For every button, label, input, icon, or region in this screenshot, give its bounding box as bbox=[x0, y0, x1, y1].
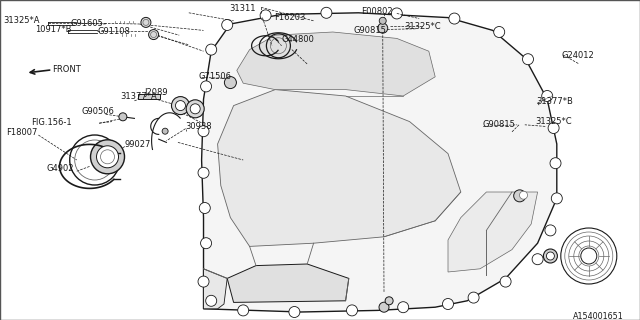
Circle shape bbox=[186, 100, 204, 118]
Circle shape bbox=[449, 13, 460, 24]
Circle shape bbox=[198, 126, 209, 137]
Circle shape bbox=[119, 113, 127, 121]
Circle shape bbox=[346, 305, 358, 316]
Circle shape bbox=[548, 123, 559, 133]
Polygon shape bbox=[448, 192, 538, 272]
Circle shape bbox=[162, 128, 168, 134]
Circle shape bbox=[198, 276, 209, 287]
Circle shape bbox=[545, 225, 556, 236]
Polygon shape bbox=[204, 269, 227, 309]
Circle shape bbox=[225, 76, 236, 89]
Polygon shape bbox=[138, 94, 160, 99]
Circle shape bbox=[221, 20, 233, 30]
Circle shape bbox=[397, 302, 409, 313]
Circle shape bbox=[541, 91, 553, 101]
Circle shape bbox=[141, 17, 151, 28]
Circle shape bbox=[90, 140, 125, 174]
Text: 10917*B: 10917*B bbox=[35, 25, 72, 34]
Text: 31325*C: 31325*C bbox=[404, 22, 441, 31]
Text: F16203: F16203 bbox=[274, 13, 305, 22]
Circle shape bbox=[391, 8, 403, 19]
Circle shape bbox=[198, 167, 209, 178]
Circle shape bbox=[200, 238, 212, 249]
Circle shape bbox=[379, 302, 389, 312]
Text: E00802: E00802 bbox=[362, 7, 393, 16]
Text: G90815: G90815 bbox=[483, 120, 515, 129]
Polygon shape bbox=[227, 264, 349, 302]
Text: F18007: F18007 bbox=[6, 128, 38, 137]
Circle shape bbox=[385, 297, 393, 305]
Circle shape bbox=[175, 100, 186, 111]
Circle shape bbox=[199, 203, 211, 213]
Text: 31311: 31311 bbox=[229, 4, 255, 13]
Text: 99027: 99027 bbox=[125, 140, 151, 149]
Circle shape bbox=[514, 190, 525, 202]
Circle shape bbox=[550, 158, 561, 169]
Circle shape bbox=[551, 193, 563, 204]
Circle shape bbox=[190, 104, 200, 114]
Text: G90506: G90506 bbox=[82, 108, 115, 116]
Circle shape bbox=[442, 299, 454, 309]
Text: G91108: G91108 bbox=[98, 28, 131, 36]
Circle shape bbox=[200, 81, 212, 92]
Circle shape bbox=[172, 97, 189, 115]
Circle shape bbox=[321, 7, 332, 18]
Circle shape bbox=[500, 276, 511, 287]
Circle shape bbox=[205, 295, 217, 306]
Circle shape bbox=[380, 17, 386, 24]
Text: 31377*B: 31377*B bbox=[536, 97, 573, 106]
Circle shape bbox=[237, 305, 249, 316]
Circle shape bbox=[522, 54, 534, 65]
Text: 31325*C: 31325*C bbox=[535, 117, 572, 126]
Circle shape bbox=[520, 191, 527, 199]
Circle shape bbox=[532, 254, 543, 265]
Text: G4902: G4902 bbox=[46, 164, 74, 173]
Polygon shape bbox=[218, 90, 461, 246]
Circle shape bbox=[289, 307, 300, 317]
Text: A154001651: A154001651 bbox=[573, 312, 624, 320]
Circle shape bbox=[97, 146, 118, 168]
Circle shape bbox=[260, 10, 271, 21]
Text: G44800: G44800 bbox=[282, 35, 314, 44]
Text: G71506: G71506 bbox=[198, 72, 232, 81]
Text: J2089: J2089 bbox=[144, 88, 168, 97]
Text: G91605: G91605 bbox=[70, 19, 103, 28]
Text: FRONT: FRONT bbox=[52, 65, 81, 74]
Circle shape bbox=[547, 252, 554, 260]
Text: G90815: G90815 bbox=[354, 26, 387, 35]
Text: FIG.156-1: FIG.156-1 bbox=[31, 118, 71, 127]
Text: G24012: G24012 bbox=[562, 51, 595, 60]
Text: 31325*A: 31325*A bbox=[3, 16, 40, 25]
Text: 31377*A: 31377*A bbox=[120, 92, 157, 101]
Circle shape bbox=[581, 248, 597, 264]
Text: 30938: 30938 bbox=[186, 122, 212, 131]
Circle shape bbox=[468, 292, 479, 303]
Circle shape bbox=[148, 29, 159, 40]
Polygon shape bbox=[202, 13, 557, 312]
Circle shape bbox=[493, 27, 505, 37]
Circle shape bbox=[205, 44, 217, 55]
Circle shape bbox=[378, 23, 388, 33]
Circle shape bbox=[543, 249, 557, 263]
Polygon shape bbox=[237, 32, 435, 96]
